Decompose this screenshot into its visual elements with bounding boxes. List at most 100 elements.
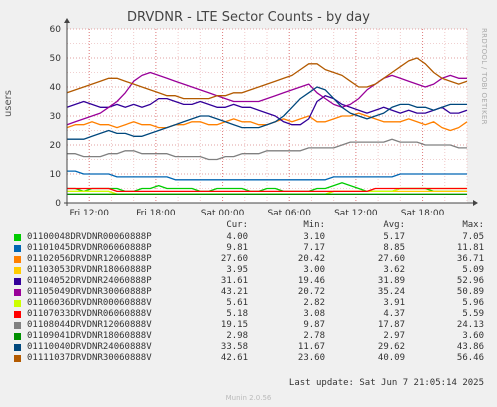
legend-cur-value: 43.21: [220, 287, 248, 297]
legend-min-value: 3.08: [303, 309, 325, 319]
legend-max-value: 5.96: [462, 298, 484, 308]
legend-swatch: [14, 256, 21, 263]
legend-cur-value: 27.60: [220, 254, 248, 264]
legend-item: 01111037DRVDNR30060888V 42.61 23.60 40.09 56…: [0, 353, 497, 364]
legend-swatch: [14, 322, 21, 329]
legend-cur-value: 2.98: [226, 331, 248, 341]
legend-swatch: [14, 245, 21, 252]
chart-canvas: 0 10 20 30 40 50 60 Fri 12:00 Fri 18:00 Sat 00:00…: [50, 18, 478, 215]
legend-item: 01106036DRVDNR00060888V 5.61 2.82 3.91 5.96: [0, 298, 497, 309]
legend-swatch: [14, 267, 21, 274]
legend-max-value: 36.71: [456, 254, 484, 264]
legend-avg-value: 27.60: [377, 254, 405, 264]
legend-avg-value: 29.62: [377, 342, 405, 352]
x-tick-label: Fri 18:00: [136, 209, 176, 215]
legend-cur-value: 9.81: [226, 243, 248, 253]
legend-min-value: 2.82: [303, 298, 325, 308]
legend-swatch: [14, 234, 21, 241]
legend-avg-value: 5.17: [383, 232, 405, 242]
legend-swatch: [14, 289, 21, 296]
legend-min-value: 20.72: [297, 287, 325, 297]
legend-avg-value: 31.89: [377, 276, 405, 286]
x-tick-label: Sat 12:00: [334, 209, 378, 215]
legend-swatch: [14, 355, 21, 362]
legend-avg-value: 17.87: [377, 320, 405, 330]
legend-max-value: 11.81: [456, 243, 484, 253]
last-update: Last update: Sat Jun 7 21:05:14 2025: [288, 378, 484, 388]
legend-min-value: 3.00: [303, 265, 325, 275]
legend-max-value: 7.05: [462, 232, 484, 242]
rrdtool-watermark: RRDTOOL / TOBI OETIKER: [480, 28, 488, 125]
x-axis-arrow: [473, 200, 478, 206]
legend-avg-value: 4.37: [383, 309, 405, 319]
y-tick-label: 10: [50, 170, 62, 180]
series-line: [66, 57, 468, 100]
legend-avg-value: 2.97: [383, 331, 405, 341]
series-line: [67, 170, 467, 181]
y-tick-label: 30: [50, 112, 62, 122]
legend-cur-value: 4.00: [226, 232, 248, 242]
legend-avg-value: 8.85: [383, 243, 405, 253]
legend-series-name: 01110040DRVDNR24060888V: [27, 342, 152, 352]
axes: 0 10 20 30 40 50 60 Fri 12:00 Fri 18:00 Sat 00:00…: [50, 18, 478, 215]
legend-min-value: 23.60: [297, 353, 325, 363]
legend-series-name: 01100048DRVDNR00060888P: [27, 232, 152, 242]
legend-avg-value: 3.62: [383, 265, 405, 275]
legend-max-value: 50.89: [456, 287, 484, 297]
y-axis-arrow: [64, 18, 70, 23]
legend-max-value: 3.60: [462, 331, 484, 341]
legend-min-value: 19.46: [297, 276, 325, 286]
legend-cur-value: 42.61: [220, 353, 248, 363]
y-tick-label: 20: [50, 141, 62, 151]
legend-series-name: 01111037DRVDNR30060888V: [27, 353, 152, 363]
legend-item: 01100048DRVDNR00060888P 4.00 3.10 5.17 7.05: [0, 232, 497, 243]
y-tick-label: 50: [50, 54, 62, 64]
series-layer: [66, 57, 468, 195]
legend-item: 01102056DRVDNR12060888P 27.60 20.42 27.60 36…: [0, 254, 497, 265]
legend-series-name: 01107033DRVDNR06060888V: [27, 309, 152, 319]
legend-series-name: 01109041DRVDNR18060888V: [27, 331, 152, 341]
legend-max-value: 24.13: [456, 320, 484, 330]
legend-swatch: [14, 333, 21, 340]
legend-avg-value: 3.91: [383, 298, 405, 308]
x-tick-label: Fri 12:00: [69, 209, 109, 215]
legend-item: 01109041DRVDNR18060888V 2.98 2.78 2.97 3.60: [0, 331, 497, 342]
legend-min-value: 20.42: [297, 254, 325, 264]
legend-series-name: 01103053DRVDNR18060888P: [27, 265, 152, 275]
munin-version: Munin 2.0.56: [225, 394, 272, 402]
legend-max-value: 43.86: [456, 342, 484, 352]
legend-min-value: 9.87: [303, 320, 325, 330]
legend-header-cur: Cur:: [226, 220, 248, 230]
legend-item: 01110040DRVDNR24060888V 33.58 11.67 29.62 43…: [0, 342, 497, 353]
legend-max-value: 5.59: [462, 309, 484, 319]
legend-item: 01103053DRVDNR18060888P 3.95 3.00 3.62 5.09: [0, 265, 497, 276]
legend-max-value: 56.46: [456, 353, 484, 363]
legend-cur-value: 31.61: [220, 276, 248, 286]
legend-cur-value: 3.95: [226, 265, 248, 275]
legend-item: 01105049DRVDNR30060888P 43.21 20.72 35.24 50…: [0, 287, 497, 298]
x-tick-label: Sat 06:00: [267, 209, 311, 215]
legend-swatch: [14, 344, 21, 351]
legend-swatch: [14, 300, 21, 307]
legend-cur-value: 5.61: [226, 298, 248, 308]
legend-series-name: 01108044DRVDNR12060888V: [27, 320, 152, 330]
series-line: [67, 187, 467, 193]
y-tick-label: 40: [50, 83, 62, 93]
series-line: [66, 71, 467, 126]
legend-series-name: 01102056DRVDNR12060888P: [27, 254, 152, 264]
y-tick-label: 60: [50, 25, 62, 35]
legend-min-value: 11.67: [297, 342, 325, 352]
legend-swatch: [14, 278, 21, 285]
legend-item: 01107033DRVDNR06060888V 5.18 3.08 4.37 5.59: [0, 309, 497, 320]
legend-max-value: 5.09: [462, 265, 484, 275]
legend-avg-value: 40.09: [377, 353, 405, 363]
x-tick-label: Sat 18:00: [401, 209, 445, 215]
legend-header-max: Max:: [462, 220, 484, 230]
chart-title: DRVDNR - LTE Sector Counts - by day: [127, 10, 370, 25]
legend-max-value: 52.96: [456, 276, 484, 286]
series-line: [66, 95, 468, 126]
legend-series-name: 01105049DRVDNR30060888P: [27, 287, 152, 297]
legend-header-min: Min:: [303, 220, 325, 230]
legend-series-name: 01104052DRVDNR24060888P: [27, 276, 152, 286]
legend-min-value: 2.78: [303, 331, 325, 341]
